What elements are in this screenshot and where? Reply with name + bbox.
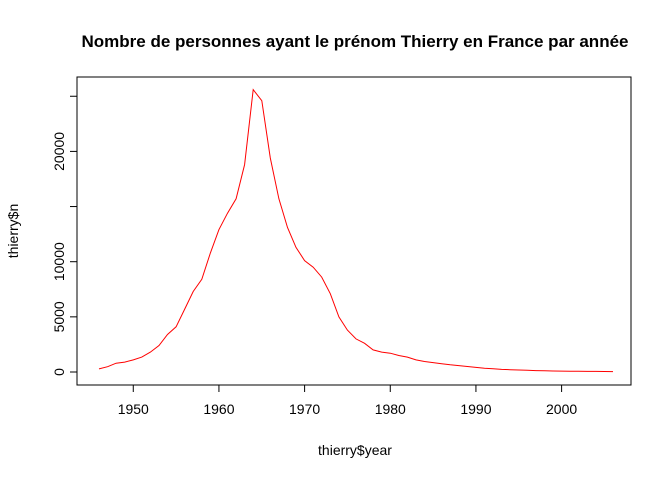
x-tick-label: 1950 bbox=[118, 401, 149, 417]
x-tick-label: 1960 bbox=[203, 401, 234, 417]
y-tick-label: 5000 bbox=[51, 301, 67, 332]
x-tick-label: 1970 bbox=[289, 401, 320, 417]
y-axis: 0 5000 10000 20000 bbox=[51, 95, 78, 376]
x-axis: 1950 1960 1970 1980 1990 2000 bbox=[118, 384, 577, 417]
y-tick-label: 20000 bbox=[51, 132, 67, 171]
y-axis-label: thierry$n bbox=[5, 204, 21, 258]
plot-area-frame bbox=[76, 76, 632, 386]
x-tick-label: 1990 bbox=[460, 401, 491, 417]
y-tick-label: 0 bbox=[51, 368, 67, 376]
chart-title: Nombre de personnes ayant le prénom Thie… bbox=[81, 32, 628, 51]
x-tick-label: 1980 bbox=[375, 401, 406, 417]
series-line-thierry bbox=[98, 88, 614, 373]
x-tick-label: 2000 bbox=[546, 401, 577, 417]
y-tick-label: 10000 bbox=[51, 242, 67, 281]
x-axis-label: thierry$year bbox=[318, 442, 392, 458]
